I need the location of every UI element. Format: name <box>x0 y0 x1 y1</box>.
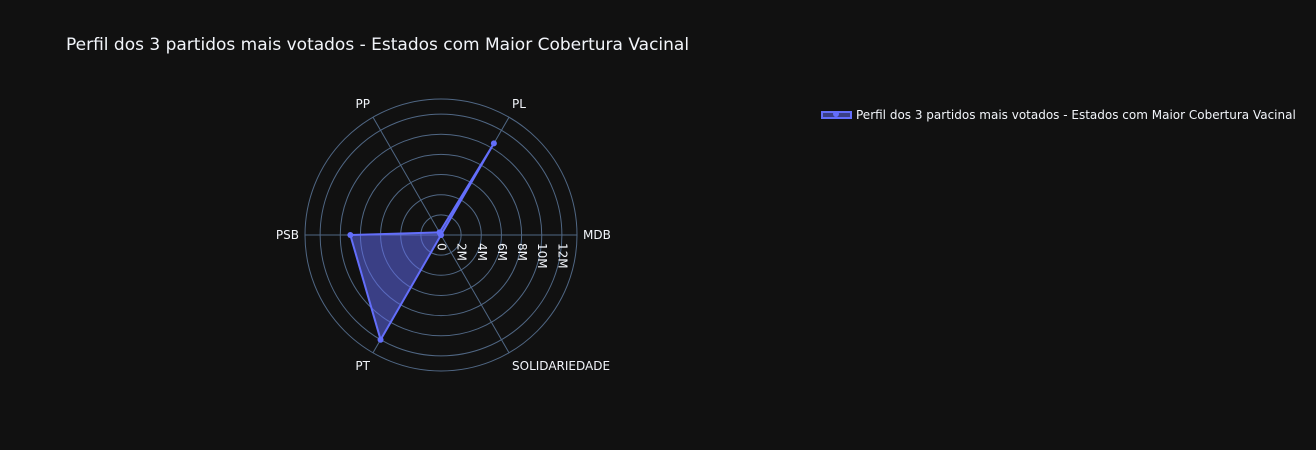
grid-spoke <box>440 234 510 354</box>
radial-tick-label: 2M <box>455 243 469 261</box>
radial-tick-label: 6M <box>495 243 509 261</box>
legend-swatch-marker <box>833 111 839 117</box>
radial-tick-labels: 0 2M 4M 6M 8M 10M 12M <box>435 243 570 269</box>
chart-title: Perfil dos 3 partidos mais votados - Est… <box>66 35 689 55</box>
data-point-psb[interactable] <box>347 232 354 238</box>
axis-label-pl: PL <box>512 97 526 111</box>
series-area <box>349 142 495 341</box>
axis-labels: MDB PL PP PSB PT SOLIDARIEDADE <box>276 97 611 373</box>
radial-tick-label: 0 <box>435 243 449 251</box>
axis-label-mdb: MDB <box>583 228 611 242</box>
radial-tick-label: 8M <box>515 243 529 261</box>
axis-label-psb: PSB <box>276 228 299 242</box>
axis-label-pp: PP <box>356 97 370 111</box>
radial-tick-label: 10M <box>535 243 549 269</box>
data-point-pt[interactable] <box>377 336 384 343</box>
axis-label-solidariedade: SOLIDARIEDADE <box>512 359 610 373</box>
radial-tick-label: 12M <box>555 243 569 269</box>
data-point-solidariedade[interactable] <box>438 232 444 238</box>
axis-label-pt: PT <box>355 359 370 373</box>
data-point-pl[interactable] <box>490 140 497 147</box>
series-layer <box>347 140 497 343</box>
legend[interactable]: Perfil dos 3 partidos mais votados - Est… <box>821 108 1296 122</box>
radial-tick-label: 4M <box>475 243 489 261</box>
legend-item-label: Perfil dos 3 partidos mais votados - Est… <box>856 108 1296 122</box>
grid-spoke <box>372 116 442 236</box>
